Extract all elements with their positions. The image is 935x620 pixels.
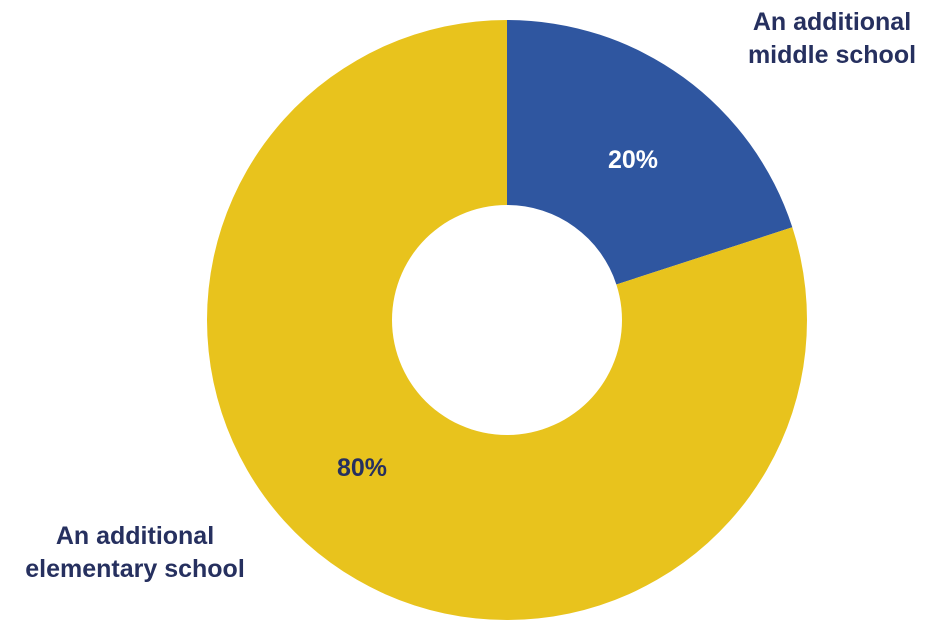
value-label-middle-school: 20% [608, 146, 658, 174]
category-label-middle-school: An additional middle school [733, 6, 931, 72]
category-label-line: An additional [752, 8, 912, 36]
slice-elementary-school [207, 20, 807, 620]
category-label-elementary-school: An additional elementary school [1, 520, 269, 586]
category-label-line: middle school [747, 41, 917, 69]
category-label-line: An additional [55, 522, 215, 550]
slice-middle-school [507, 20, 793, 285]
value-label-elementary-school: 80% [337, 454, 387, 482]
category-label-line: elementary school [25, 555, 245, 583]
